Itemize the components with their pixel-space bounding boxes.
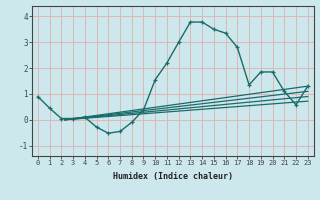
X-axis label: Humidex (Indice chaleur): Humidex (Indice chaleur)	[113, 172, 233, 181]
